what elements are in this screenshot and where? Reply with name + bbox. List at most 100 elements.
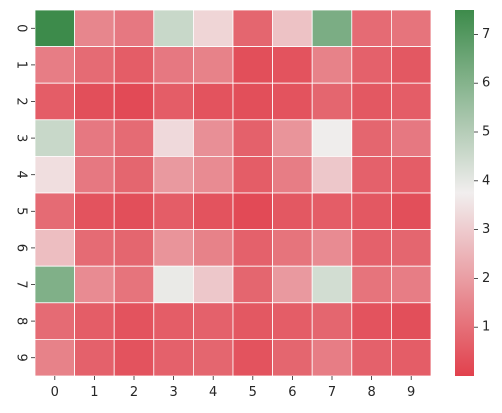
heatmap-cell-r5-c9: [390, 192, 432, 230]
heatmap-cell-r8-c6: [272, 302, 313, 340]
heatmap-cell-r8-c0: [34, 302, 75, 340]
heatmap-cell-r1-c6: [272, 46, 313, 84]
heatmap-cell-r0-c9: [390, 9, 432, 47]
heatmap-cell-r5-c4: [192, 192, 234, 230]
y-tick-label-4: 4: [14, 171, 29, 179]
heatmap-cell-r8-c1: [74, 302, 115, 340]
heatmap-cell-r0-c6: [272, 9, 313, 47]
heatmap-cell-r5-c3: [153, 192, 194, 230]
heatmap-cell-r2-c4: [192, 82, 234, 121]
heatmap-cells: [34, 9, 432, 377]
heatmap-cell-r0-c5: [232, 9, 273, 47]
heatmap-cell-r1-c3: [153, 46, 194, 84]
heatmap-cell-r3-c2: [113, 119, 155, 157]
heatmap-cell-r1-c5: [232, 46, 273, 84]
heatmap-cell-r2-c6: [272, 82, 313, 121]
heatmap-cell-r2-c8: [351, 82, 392, 121]
heatmap-cell-r3-c0: [34, 119, 75, 157]
x-tick-label-2: 2: [130, 385, 138, 400]
x-tick-label-1: 1: [90, 385, 98, 400]
heatmap-cell-r0-c2: [113, 9, 155, 47]
y-axis: 0 1 2 3 4 5 6 7 8 9: [14, 24, 35, 362]
heatmap-cell-r6-c2: [113, 229, 155, 267]
heatmap-cell-r5-c2: [113, 192, 155, 230]
heatmap-cell-r3-c3: [153, 119, 194, 157]
heatmap-cell-r4-c0: [34, 155, 75, 194]
heatmap-cell-r3-c7: [311, 119, 353, 157]
heatmap-cell-r6-c4: [192, 229, 234, 267]
heatmap-cell-r6-c9: [390, 229, 432, 267]
heatmap-cell-r8-c5: [232, 302, 273, 340]
heatmap-cell-r1-c0: [34, 46, 75, 84]
x-tick-label-8: 8: [367, 385, 375, 400]
x-tick-label-3: 3: [169, 385, 177, 400]
heatmap-cell-r2-c3: [153, 82, 194, 121]
heatmap-cell-r4-c7: [311, 155, 353, 194]
colorbar-tick-label-1: 1: [482, 320, 490, 335]
heatmap-cell-r7-c0: [34, 265, 75, 304]
heatmap-cell-r5-c0: [34, 192, 75, 230]
heatmap-cell-r7-c8: [351, 265, 392, 304]
heatmap-cell-r3-c4: [192, 119, 234, 157]
heatmap-cell-r9-c4: [192, 338, 234, 377]
heatmap-cell-r0-c1: [74, 9, 115, 47]
heatmap-cell-r3-c8: [351, 119, 392, 157]
heatmap-cell-r7-c5: [232, 265, 273, 304]
heatmap-cell-r7-c1: [74, 265, 115, 304]
heatmap-cell-r1-c4: [192, 46, 234, 84]
colorbar-tick-label-3: 3: [482, 222, 490, 237]
y-tick-label-3: 3: [14, 134, 29, 142]
heatmap-cell-r9-c0: [34, 338, 75, 377]
heatmap-cell-r5-c1: [74, 192, 115, 230]
heatmap-cell-r8-c9: [390, 302, 432, 340]
heatmap-cell-r6-c3: [153, 229, 194, 267]
y-tick-label-6: 6: [14, 244, 29, 252]
y-tick-label-1: 1: [14, 61, 29, 69]
x-tick-label-4: 4: [209, 385, 217, 400]
x-tick-label-6: 6: [288, 385, 296, 400]
x-tick-label-9: 9: [407, 385, 415, 400]
heatmap-cell-r4-c8: [351, 155, 392, 194]
colorbar-tick-label-6: 6: [482, 76, 490, 91]
heatmap-cell-r4-c4: [192, 155, 234, 194]
heatmap-cell-r5-c8: [351, 192, 392, 230]
x-tick-label-0: 0: [51, 385, 59, 400]
y-tick-label-7: 7: [14, 280, 29, 288]
heatmap-cell-r7-c9: [390, 265, 432, 304]
heatmap-cell-r5-c6: [272, 192, 313, 230]
heatmap-cell-r0-c7: [311, 9, 353, 47]
heatmap-cell-r7-c4: [192, 265, 234, 304]
colorbar-tick-label-4: 4: [482, 173, 490, 188]
heatmap-cell-r9-c5: [232, 338, 273, 377]
heatmap-cell-r5-c5: [232, 192, 273, 230]
x-tick-label-5: 5: [249, 385, 257, 400]
heatmap-cell-r0-c8: [351, 9, 392, 47]
heatmap-cell-r4-c3: [153, 155, 194, 194]
y-tick-label-2: 2: [14, 97, 29, 105]
heatmap-cell-r7-c7: [311, 265, 353, 304]
heatmap-cell-r2-c0: [34, 82, 75, 121]
heatmap-cell-r2-c2: [113, 82, 155, 121]
heatmap-cell-r8-c4: [192, 302, 234, 340]
colorbar-gradient: [455, 10, 474, 376]
heatmap-cell-r3-c9: [390, 119, 432, 157]
heatmap-cell-r7-c3: [153, 265, 194, 304]
heatmap-cell-r9-c2: [113, 338, 155, 377]
heatmap-cell-r2-c5: [232, 82, 273, 121]
heatmap-cell-r4-c2: [113, 155, 155, 194]
heatmap-cell-r6-c0: [34, 229, 75, 267]
heatmap-cell-r6-c6: [272, 229, 313, 267]
heatmap-cell-r2-c7: [311, 82, 353, 121]
heatmap-cell-r6-c7: [311, 229, 353, 267]
heatmap-cell-r8-c8: [351, 302, 392, 340]
heatmap-cell-r1-c1: [74, 46, 115, 84]
heatmap-cell-r1-c8: [351, 46, 392, 84]
heatmap-cell-r0-c3: [153, 9, 194, 47]
heatmap-cell-r5-c7: [311, 192, 353, 230]
x-axis: 0 1 2 3 4 5 6 7 8 9: [51, 376, 415, 400]
heatmap-cell-r3-c1: [74, 119, 115, 157]
heatmap-cell-r0-c4: [192, 9, 234, 47]
heatmap-cell-r6-c5: [232, 229, 273, 267]
colorbar-tick-label-7: 7: [482, 27, 490, 42]
